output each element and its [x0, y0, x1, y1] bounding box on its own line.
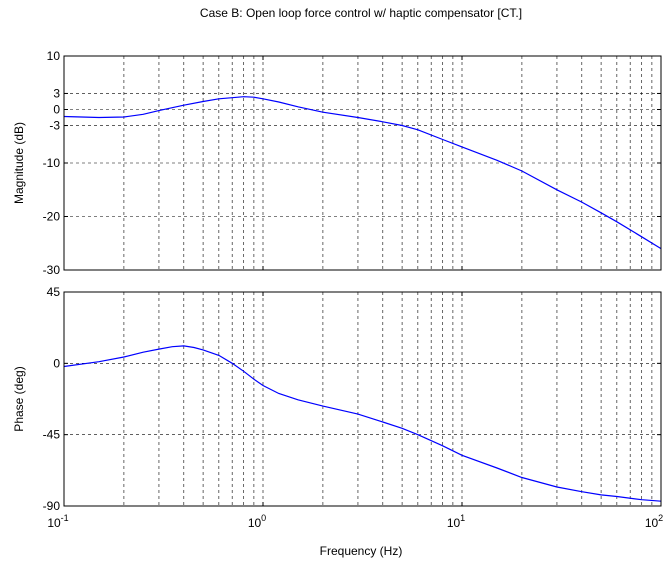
- y-tick-label: 10: [47, 49, 61, 63]
- y-tick-label: -3: [49, 119, 60, 133]
- series-line: [63, 96, 662, 250]
- x-tick-label: 100: [248, 513, 266, 530]
- y-tick-label: -45: [43, 428, 61, 442]
- y-tick-label: -90: [43, 499, 61, 513]
- x-tick-label: 10-1: [47, 513, 68, 530]
- y-tick-label: -10: [43, 156, 61, 170]
- magnitude-panel: 10 3 0 -3 -10 -20 -30 Magnitude (dB): [12, 49, 662, 277]
- magnitude-grid: [64, 56, 661, 270]
- y-tick-label: 0: [53, 356, 60, 370]
- phase-axes-frame: [63, 291, 662, 507]
- phase-y-label: Phase (deg): [12, 366, 26, 431]
- y-tick-label: -20: [43, 210, 61, 224]
- magnitude-y-ticks: 10 3 0 -3 -10 -20 -30: [43, 49, 662, 277]
- phase-y-ticks: 45 0 -45 -90: [43, 285, 662, 513]
- x-axis-label: Frequency (Hz): [320, 544, 403, 558]
- magnitude-axes-frame: [63, 55, 662, 271]
- phase-panel: 45 0 -45 -90 Phase (deg): [12, 285, 662, 513]
- x-tick-label: 102: [645, 513, 663, 530]
- magnitude-series: [63, 96, 662, 250]
- phase-series: [63, 345, 662, 502]
- magnitude-y-label: Magnitude (dB): [12, 122, 26, 204]
- x-tick-label: 101: [447, 513, 465, 530]
- x-tick-labels: 10-1 100 101 102: [47, 513, 663, 530]
- y-tick-label: -30: [43, 263, 61, 277]
- y-tick-label: 3: [53, 86, 60, 100]
- y-tick-label: 45: [47, 285, 61, 299]
- y-tick-label: 0: [53, 103, 60, 117]
- chart-title: Case B: Open loop force control w/ hapti…: [200, 6, 522, 20]
- phase-grid: [64, 292, 661, 506]
- series-line: [63, 345, 662, 502]
